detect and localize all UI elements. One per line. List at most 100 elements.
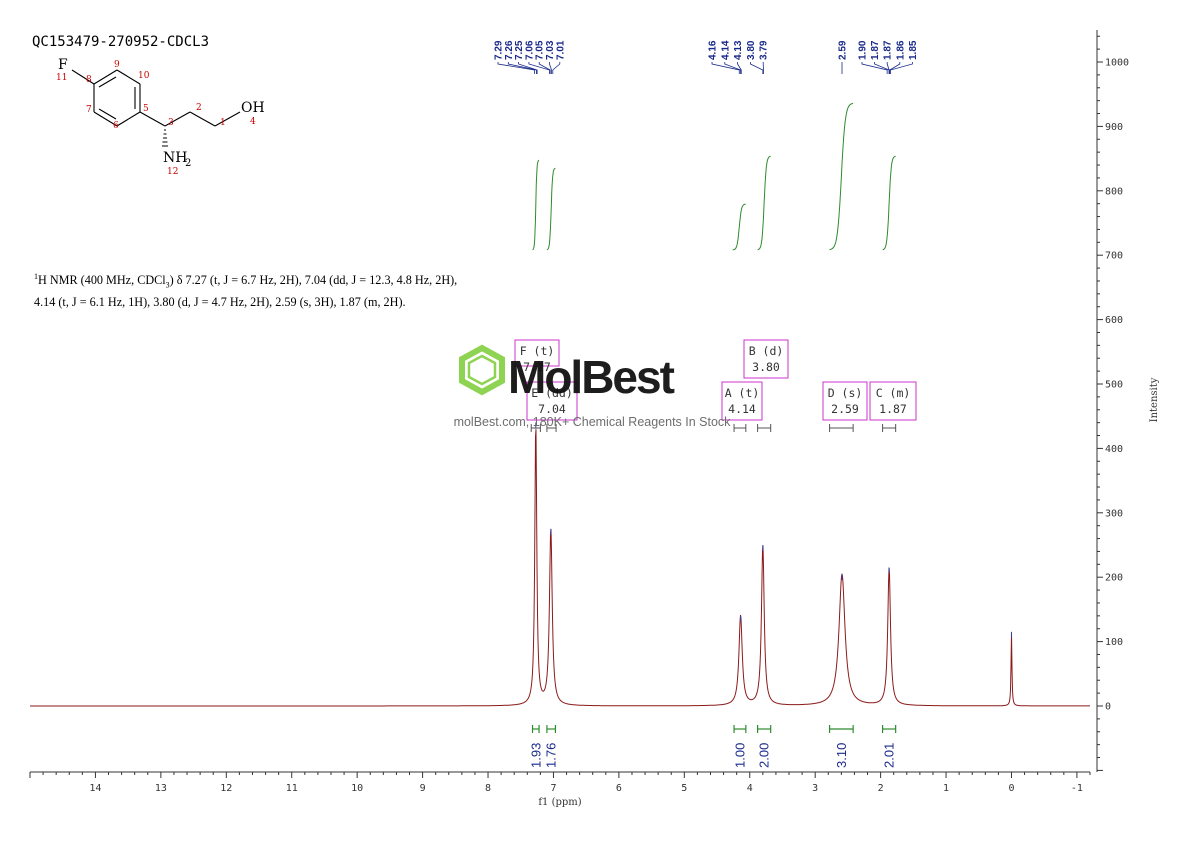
integral-curve xyxy=(733,204,746,250)
integral-label: 1.76 xyxy=(544,743,559,768)
description-text-a: H NMR (400 MHz, CDCl xyxy=(38,273,166,287)
peak-label: 1.87 xyxy=(870,40,881,60)
y-axis-label: Intensity xyxy=(1149,377,1160,422)
multiplet-label: B (d) xyxy=(749,344,784,358)
y-tick-label: 700 xyxy=(1105,251,1123,262)
atom-number-9: 9 xyxy=(114,60,120,70)
integral-curve xyxy=(830,103,854,249)
x-tick-label: 11 xyxy=(286,783,298,794)
integral-curves xyxy=(533,103,896,250)
y-tick-label: 900 xyxy=(1105,122,1123,133)
integral-label: 1.93 xyxy=(528,743,543,768)
y-tick-label: 800 xyxy=(1105,186,1123,197)
chemical-structure xyxy=(72,70,240,126)
peak-label: 1.86 xyxy=(895,40,906,60)
atom-number-3: 3 xyxy=(168,118,174,128)
peak-label-leader xyxy=(553,62,560,74)
peak-label: 1.90 xyxy=(858,40,869,60)
atom-number-6: 6 xyxy=(113,121,119,131)
y-tick-label: 400 xyxy=(1105,444,1123,455)
peak-label: 3.80 xyxy=(746,40,757,60)
multiplet-shift: 1.87 xyxy=(879,402,907,416)
x-tick-label: -1 xyxy=(1071,783,1083,794)
multiplet-shift: 2.59 xyxy=(831,402,859,416)
x-axis-label: f1 (ppm) xyxy=(538,797,581,808)
x-tick-label: 5 xyxy=(681,783,687,794)
x-tick-label: 8 xyxy=(485,783,491,794)
integral-label: 2.00 xyxy=(757,743,772,768)
nmr-description: 1H NMR (400 MHz, CDCl3) δ 7.27 (t, J = 6… xyxy=(34,268,474,311)
stereo-hash-bond xyxy=(162,130,168,146)
atom-nh-subscript: 2 xyxy=(185,158,191,169)
watermark-tagline: molBest.com, 180K+ Chemical Reagents In … xyxy=(454,415,732,429)
y-tick-label: 0 xyxy=(1105,702,1111,713)
x-tick-label: 7 xyxy=(550,783,556,794)
structure-labels: F 11 OH 4 NH 2 12 1 2 3 5 6 7 8 9 10 xyxy=(56,57,265,177)
x-tick-label: 4 xyxy=(747,783,753,794)
peak-label: 1.87 xyxy=(883,40,894,60)
integral-curve xyxy=(547,168,556,250)
atom-oh-number: 4 xyxy=(250,117,256,127)
watermark-brand: MolBest xyxy=(508,351,675,403)
atom-number-5: 5 xyxy=(143,104,149,114)
peak-label: 4.16 xyxy=(708,40,719,60)
peak-label: 3.79 xyxy=(759,40,770,60)
x-tick-label: 0 xyxy=(1008,783,1014,794)
integral-label: 3.10 xyxy=(834,743,849,768)
integral-curve xyxy=(883,156,896,250)
atom-number-8: 8 xyxy=(86,75,92,85)
integral-curve xyxy=(758,156,771,250)
atom-oh: OH xyxy=(241,100,265,116)
y-tick-label: 500 xyxy=(1105,380,1123,391)
peak-label: 2.59 xyxy=(838,40,849,60)
watermark-logo-icon xyxy=(462,348,502,392)
y-tick-label: 1000 xyxy=(1105,58,1129,69)
integral-label: 2.01 xyxy=(882,743,897,768)
y-tick-label: 600 xyxy=(1105,315,1123,326)
x-tick-label: 9 xyxy=(420,783,426,794)
x-tick-label: 1 xyxy=(943,783,949,794)
x-tick-label: 13 xyxy=(155,783,167,794)
multiplet-label: A (t) xyxy=(725,386,760,400)
multiplet-label: C (m) xyxy=(876,386,911,400)
peak-label: 7.01 xyxy=(555,40,566,60)
atom-f-number: 11 xyxy=(56,73,67,83)
multiplet-label: D (s) xyxy=(828,386,863,400)
integral-label: 1.00 xyxy=(732,743,747,768)
x-tick-label: 3 xyxy=(812,783,818,794)
peak-label-leader xyxy=(725,62,741,74)
watermark: MolBest molBest.com, 180K+ Chemical Reag… xyxy=(454,348,732,429)
atom-nh-number: 12 xyxy=(167,167,178,177)
spectrum-line xyxy=(30,429,1090,706)
peak-label-leader xyxy=(539,62,550,74)
y-tick-label: 300 xyxy=(1105,508,1123,519)
x-tick-label: 6 xyxy=(616,783,622,794)
peak-label: 1.85 xyxy=(908,40,919,60)
x-tick-label: 10 xyxy=(351,783,363,794)
sample-id: QC153479-270952-CDCL3 xyxy=(32,34,209,50)
peak-label: 4.14 xyxy=(720,40,731,60)
x-tick-label: 14 xyxy=(89,783,101,794)
multiplet-shift: 3.80 xyxy=(752,360,780,374)
multiplet-shift: 4.14 xyxy=(728,402,756,416)
y-axis: 0 100 200 300 400 500 600 700 800 900 1000 xyxy=(1097,30,1129,772)
atom-number-10: 10 xyxy=(138,71,150,81)
peak-label-leader xyxy=(750,62,762,74)
y-tick-label: 200 xyxy=(1105,573,1123,584)
atom-number-1: 1 xyxy=(220,118,226,128)
atom-f: F xyxy=(58,57,68,73)
atom-number-2: 2 xyxy=(196,103,202,113)
peak-label: 4.13 xyxy=(733,40,744,60)
multiplet-shift: 7.04 xyxy=(538,402,566,416)
x-tick-label: 2 xyxy=(878,783,884,794)
atom-nh: NH xyxy=(163,150,187,166)
peak-marks xyxy=(536,423,1012,638)
atom-number-7: 7 xyxy=(86,105,92,115)
integral-curve xyxy=(533,160,540,250)
y-tick-label: 100 xyxy=(1105,637,1123,648)
x-tick-label: 12 xyxy=(220,783,232,794)
